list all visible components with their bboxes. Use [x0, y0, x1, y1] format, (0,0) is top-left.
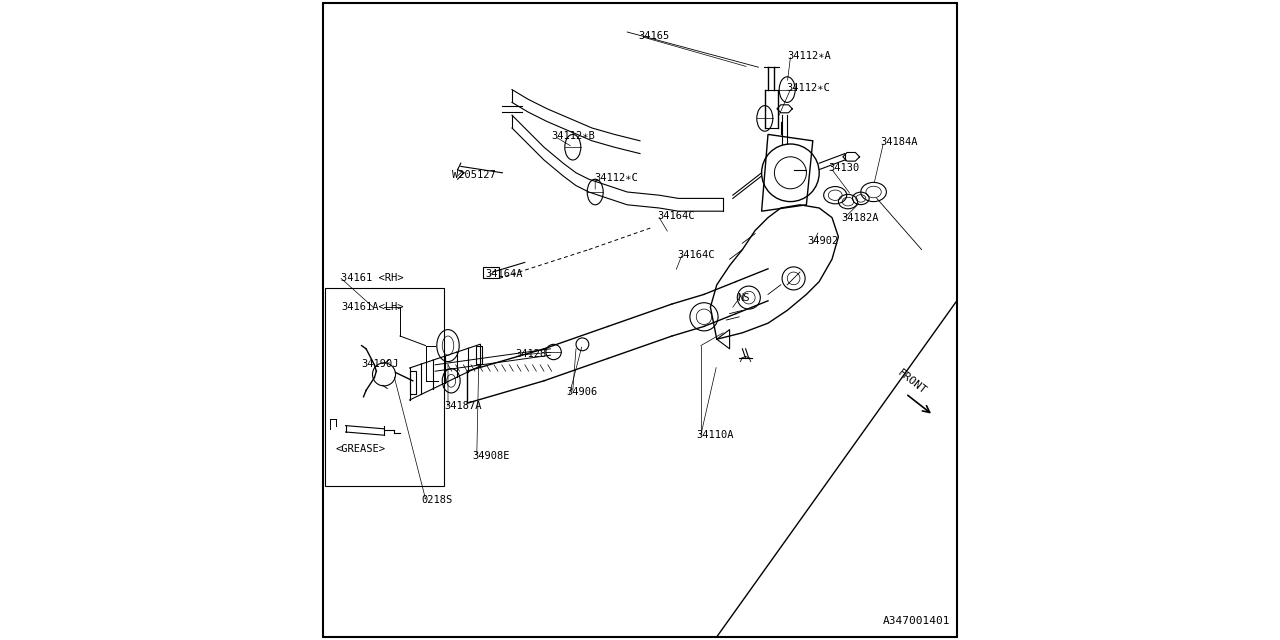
Text: 34128: 34128	[516, 349, 547, 359]
Text: 34112∗C: 34112∗C	[594, 173, 637, 183]
Bar	[325, 288, 444, 486]
Text: 34110A: 34110A	[696, 430, 733, 440]
Text: 34112∗A: 34112∗A	[787, 51, 831, 61]
Text: 34130: 34130	[829, 163, 860, 173]
Text: 34164C: 34164C	[658, 211, 695, 221]
Text: 34187A: 34187A	[445, 401, 483, 412]
Text: 34190J: 34190J	[362, 358, 399, 369]
Text: W205127: W205127	[453, 170, 497, 180]
Text: 0218S: 0218S	[421, 495, 452, 506]
Text: <GREASE>: <GREASE>	[335, 444, 387, 454]
Text: 34908E: 34908E	[472, 451, 509, 461]
Text: 34161 <RH>: 34161 <RH>	[340, 273, 403, 284]
Text: 34164C: 34164C	[677, 250, 714, 260]
Bar	[476, 346, 481, 364]
Bar	[410, 371, 416, 394]
Text: 34161A<LH>: 34161A<LH>	[340, 302, 403, 312]
Text: NS: NS	[737, 292, 750, 303]
Text: 34182A: 34182A	[842, 212, 879, 223]
Text: A347001401: A347001401	[883, 616, 951, 626]
Text: FRONT: FRONT	[896, 368, 929, 396]
Text: 34902: 34902	[808, 236, 838, 246]
Text: 34112∗C: 34112∗C	[786, 83, 829, 93]
Text: 34184A: 34184A	[881, 137, 918, 147]
Text: 34112∗B: 34112∗B	[552, 131, 595, 141]
Text: 34165: 34165	[639, 31, 669, 41]
Bar	[484, 267, 499, 278]
Text: 34906: 34906	[566, 387, 598, 397]
Text: 34164A: 34164A	[485, 269, 522, 279]
